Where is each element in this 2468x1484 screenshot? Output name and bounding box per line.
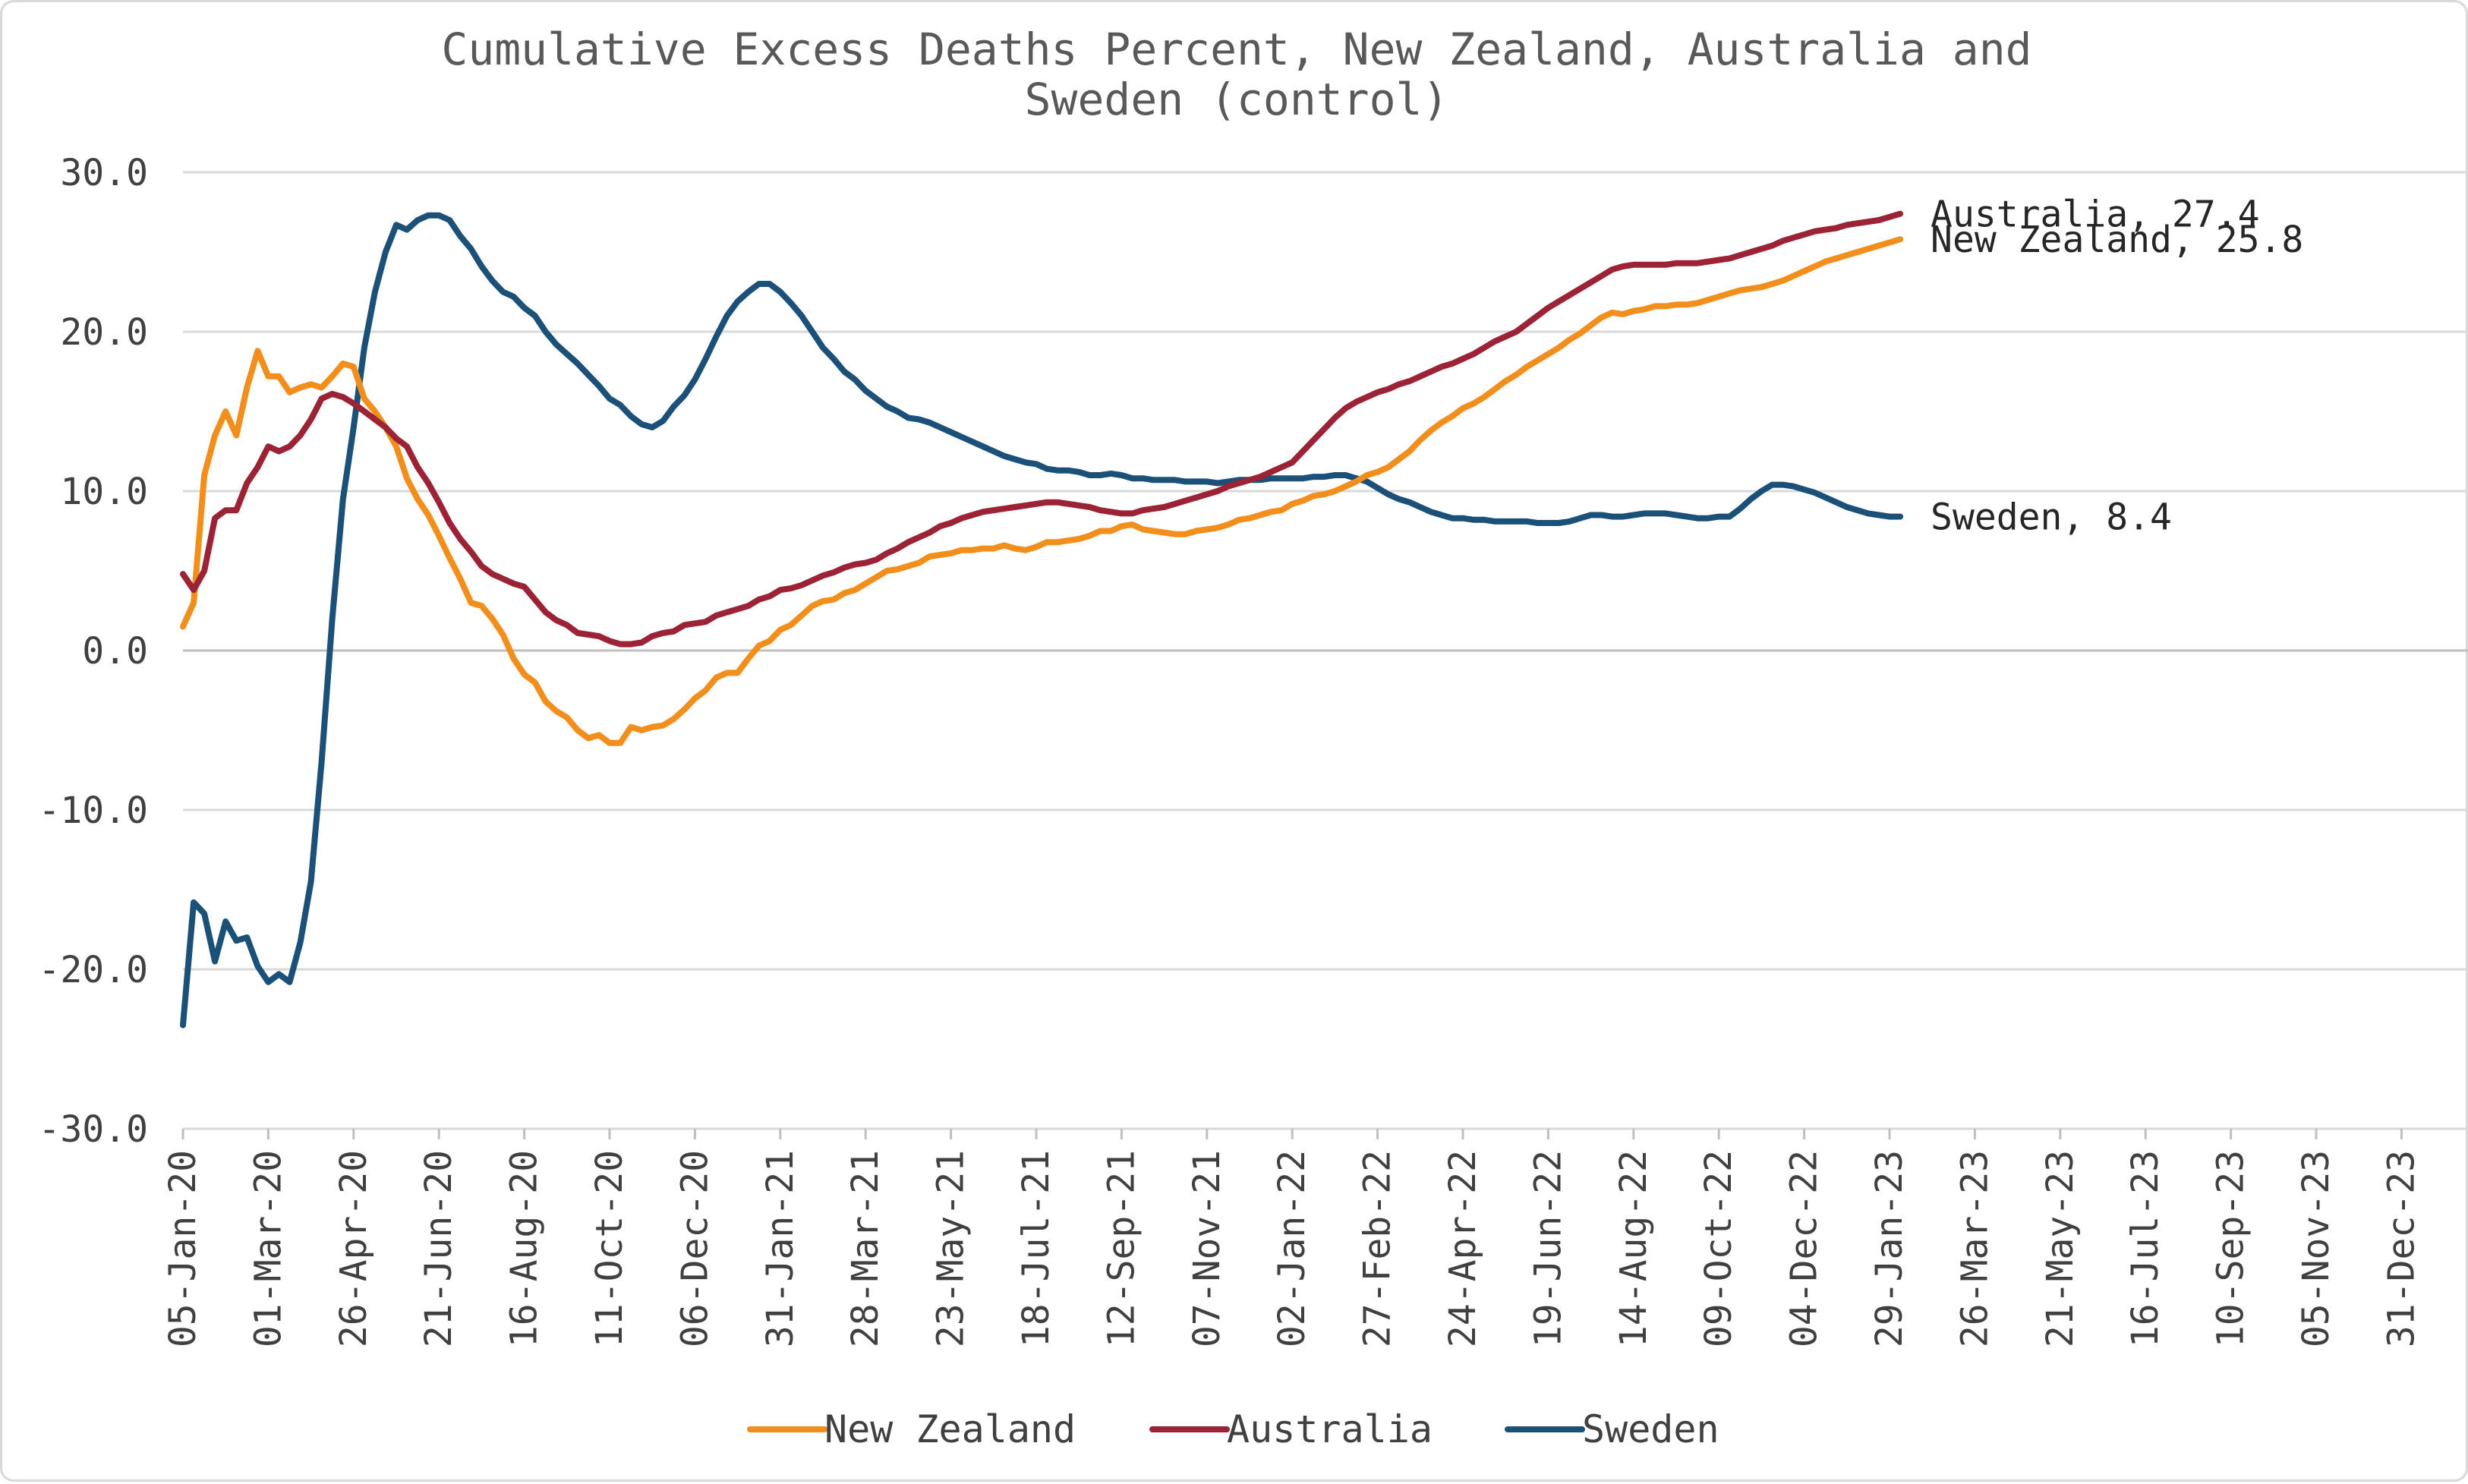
x-tick-label: 31-Jan-21 <box>759 1150 802 1347</box>
x-tick-label: 16-Jul-23 <box>2124 1150 2167 1347</box>
x-tick-label: 24-Apr-22 <box>1442 1150 1484 1347</box>
series-lines <box>183 214 1900 1026</box>
x-tick-label: 26-Apr-20 <box>333 1150 375 1347</box>
x-tick-label: 18-Jul-21 <box>1015 1150 1057 1347</box>
legend-label: New Zealand <box>824 1407 1076 1451</box>
end-label-sweden: Sweden, 8.4 <box>1931 496 2172 539</box>
y-tick-label: 10.0 <box>60 471 148 513</box>
legend-label: Sweden <box>1582 1407 1719 1451</box>
x-tick-label: 16-Aug-20 <box>503 1150 546 1347</box>
chart-title: Cumulative Excess Deaths Percent, New Ze… <box>441 24 2031 75</box>
y-tick-label: 0.0 <box>82 630 148 673</box>
x-tick-label: 31-Dec-23 <box>2380 1150 2422 1347</box>
x-tick-label: 21-May-23 <box>2039 1150 2082 1347</box>
legend-label: Australia <box>1227 1407 1433 1451</box>
x-tick-label: 12-Sep-21 <box>1100 1150 1143 1347</box>
series-line-australia <box>183 214 1900 644</box>
x-tick-label: 09-Oct-22 <box>1697 1150 1740 1347</box>
x-tick-label: 23-May-21 <box>930 1150 972 1347</box>
legend: New Zealand Australia Sweden <box>750 1407 1719 1451</box>
x-tick-label: 14-Aug-22 <box>1612 1150 1655 1347</box>
x-tick-label: 10-Sep-23 <box>2210 1150 2252 1347</box>
y-tick-label: -20.0 <box>39 949 149 991</box>
x-tick-label: 27-Feb-22 <box>1357 1150 1399 1347</box>
x-tick-label: 21-Jun-20 <box>418 1150 460 1347</box>
x-tick-label: 04-Dec-22 <box>1783 1150 1826 1347</box>
x-tick-label: 26-Mar-23 <box>1953 1150 1996 1347</box>
x-tick-label: 11-Oct-20 <box>588 1150 631 1347</box>
x-tick-label: 05-Nov-23 <box>2295 1150 2337 1347</box>
end-label-australia: Australia, 27.4 <box>1931 194 2259 236</box>
x-tick-label: 02-Jan-22 <box>1271 1150 1313 1347</box>
series-line-sweden <box>183 216 1900 1026</box>
x-tick-label: 01-Mar-20 <box>247 1150 289 1347</box>
y-tick-label: 30.0 <box>60 152 148 194</box>
x-tick-label: 28-Mar-21 <box>844 1150 887 1347</box>
y-tick-label: -30.0 <box>39 1108 149 1151</box>
x-tick-label: 05-Jan-20 <box>162 1150 204 1347</box>
x-tick-label: 06-Dec-20 <box>673 1150 716 1347</box>
x-tick-label: 29-Jan-23 <box>1868 1150 1911 1347</box>
chart-title-line2: Sweden (control) <box>1025 74 1449 125</box>
y-tick-label: 20.0 <box>60 311 148 354</box>
y-tick-label: -10.0 <box>39 789 149 832</box>
x-tick-label: 07-Nov-21 <box>1186 1150 1228 1347</box>
x-tick-label: 19-Jun-22 <box>1527 1150 1569 1347</box>
